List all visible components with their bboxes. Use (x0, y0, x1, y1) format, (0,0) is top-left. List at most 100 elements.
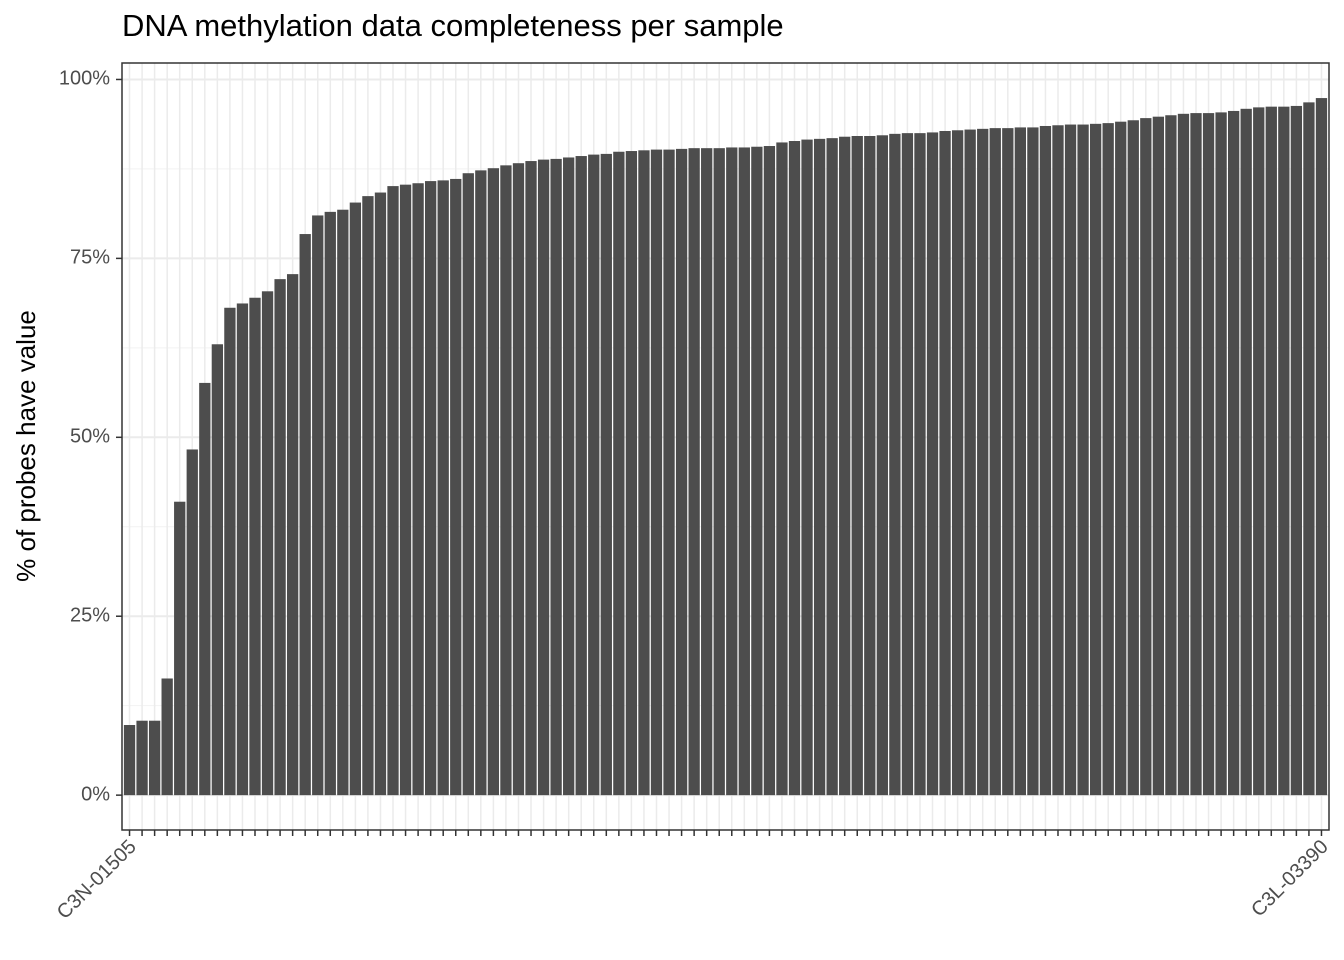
bar (174, 501, 186, 796)
bar (425, 181, 437, 796)
bar (1177, 113, 1190, 796)
bar (312, 215, 324, 796)
bar (575, 156, 587, 796)
bar (826, 138, 838, 796)
bar (926, 132, 939, 796)
bar (224, 307, 236, 796)
bar (123, 725, 136, 796)
bar (1278, 106, 1290, 796)
bar (914, 133, 926, 796)
bar (349, 202, 362, 796)
y-tick-label: 100% (59, 68, 110, 90)
bar (839, 136, 851, 796)
bar (951, 130, 964, 796)
bar (813, 138, 826, 796)
bar (1190, 113, 1202, 796)
panel-border (121, 62, 1330, 831)
bar (1215, 112, 1227, 796)
bar (249, 297, 261, 796)
bar (1202, 113, 1215, 796)
bar (1265, 106, 1277, 796)
bar (788, 141, 801, 796)
bar (726, 147, 738, 796)
bar (1102, 123, 1114, 796)
chart-title: DNA methylation data completeness per sa… (122, 8, 784, 43)
bar (211, 344, 224, 796)
y-axis-label: % of probes have value (11, 310, 41, 582)
bar (550, 158, 562, 796)
bar (1002, 128, 1014, 796)
bar (462, 173, 474, 796)
bar (876, 135, 888, 796)
x-tick-label: C3L-03390 (1247, 836, 1333, 922)
y-tick-label: 0% (81, 783, 110, 805)
bar (186, 449, 198, 796)
bar (387, 186, 399, 796)
bar (512, 163, 525, 796)
bar (475, 170, 487, 796)
bar (713, 148, 725, 796)
y-tick-label: 25% (70, 605, 110, 627)
bar (1315, 98, 1328, 796)
bar (964, 129, 976, 796)
bar (1165, 115, 1177, 796)
bar (199, 382, 211, 796)
bar (801, 139, 813, 796)
bar (939, 130, 951, 796)
bar (362, 196, 374, 796)
bar (977, 128, 989, 796)
bar (1303, 102, 1315, 796)
bar (688, 148, 700, 796)
bar (613, 151, 625, 796)
bar (1253, 107, 1265, 796)
bar (563, 157, 575, 796)
bar (901, 133, 914, 796)
bar (600, 153, 612, 796)
bar (1077, 124, 1089, 796)
bar (236, 303, 249, 796)
bar (1152, 116, 1165, 796)
bar (1115, 121, 1127, 796)
bar (751, 146, 763, 796)
bar (776, 142, 788, 796)
bar (1064, 124, 1077, 796)
bar (525, 161, 537, 796)
bar (412, 183, 424, 796)
bar (1014, 127, 1026, 796)
bar (537, 159, 550, 796)
bar (851, 135, 863, 796)
bar (1140, 118, 1152, 796)
bar (487, 168, 500, 796)
bar (286, 274, 299, 796)
y-tick-label: 75% (70, 247, 110, 269)
bar (299, 234, 311, 796)
bar (864, 135, 876, 796)
bar (638, 150, 650, 796)
bar (1027, 127, 1039, 796)
bar (675, 148, 688, 796)
bar (588, 154, 600, 796)
bar (701, 148, 713, 796)
bar (1240, 108, 1252, 796)
bar (763, 146, 776, 796)
bar (625, 151, 638, 796)
bar (1127, 120, 1139, 796)
bar (1039, 125, 1052, 796)
bar (1290, 105, 1303, 796)
bar (989, 128, 1001, 796)
bar (161, 678, 173, 796)
bar (450, 178, 462, 796)
y-tick-label: 50% (70, 426, 110, 448)
bar (650, 149, 663, 796)
bar (738, 147, 750, 796)
bar (437, 180, 449, 796)
bar (261, 291, 274, 796)
bar (136, 720, 148, 796)
bar (500, 165, 512, 796)
bar (889, 133, 901, 796)
bar (1227, 110, 1240, 796)
bar (337, 209, 349, 796)
bar (148, 720, 161, 796)
bar (324, 211, 336, 796)
